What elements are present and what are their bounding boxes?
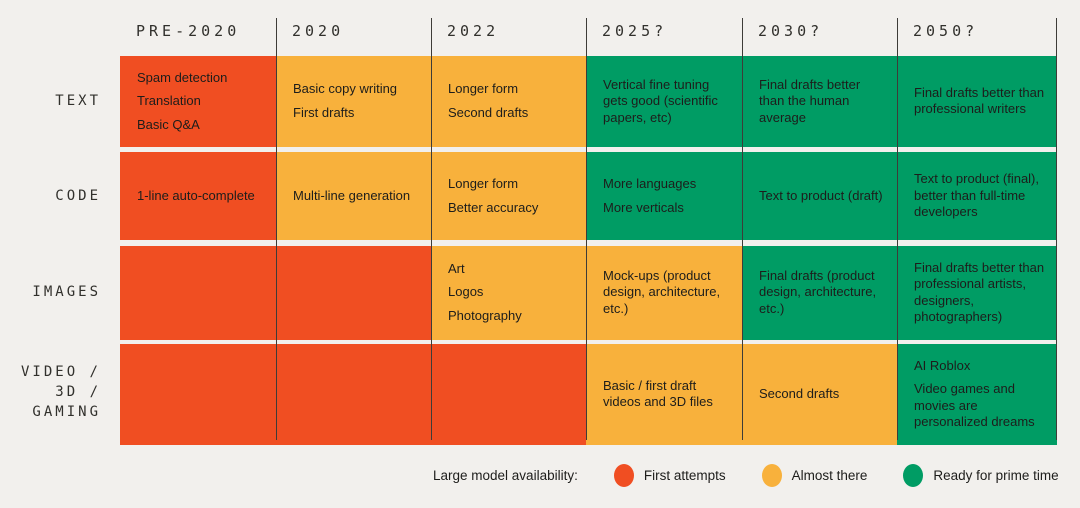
cell-text: More verticals (603, 199, 684, 215)
cell-row3-col5: Final drafts (product design, architectu… (742, 246, 897, 340)
cell-text: 1-line auto-complete (137, 187, 255, 203)
cell-row4-col5: Second drafts (742, 344, 897, 445)
cell-text: Basic copy writing (293, 81, 398, 97)
cell-text: Final drafts better than professional wr… (914, 84, 1045, 117)
cell-text: Vertical fine tuning gets good (scientif… (603, 76, 718, 125)
column-header-6: 2050? (913, 22, 979, 40)
cell-row4-col4: Basic / first draft videos and 3D files (586, 344, 742, 445)
cell-row2-col3: Longer form Better accuracy (431, 152, 586, 240)
cell-row2-col1: 1-line auto-complete (120, 152, 276, 240)
table-row-video-3d-gaming: Basic / first draft videos and 3D files S… (120, 344, 1057, 445)
cell-row1-col4: Vertical fine tuning gets good (scientif… (586, 56, 742, 147)
row-label-text: TEXT (55, 92, 101, 109)
column-header-4: 2025? (602, 22, 668, 40)
cell-row3-col6: Final drafts better than professional ar… (897, 246, 1057, 340)
column-divider-5 (897, 18, 898, 440)
cell-text: Text to product (final), better than ful… (914, 171, 1039, 220)
cell-text: Final drafts better than professional ar… (914, 259, 1045, 325)
cell-row4-col3 (431, 344, 586, 445)
legend-almost_there-dot-icon (761, 463, 782, 487)
cell-row2-col4: More languages More verticals (586, 152, 742, 240)
cell-row3-col1 (120, 246, 276, 340)
legend-entries: First attempts Almost there Ready for prim… (604, 463, 1059, 487)
cell-text: Spam detection (137, 69, 228, 85)
legend-label: Almost there (791, 467, 868, 483)
cell-text: Second drafts (448, 104, 529, 120)
cell-text: Multi-line generation (293, 187, 411, 203)
cell-text: Second drafts (759, 385, 840, 401)
column-divider-6 (1056, 18, 1057, 440)
legend-entry-almost_there: Almost there (761, 463, 868, 487)
legend-first_attempts-dot-icon (613, 463, 634, 487)
cell-text: Mock-ups (product design, architecture, … (603, 267, 721, 317)
cell-text: Photography (448, 308, 522, 324)
cell-text: Video games and movies are personalized … (914, 381, 1035, 430)
cell-row3-col2 (276, 246, 431, 340)
legend-entry-first_attempts: First attempts (613, 463, 726, 487)
table-row-images: Art Logos Photography Mock-ups (product des… (120, 246, 1057, 340)
cell-row1-col6: Final drafts better than professional wr… (897, 56, 1057, 147)
timeline-table: PRE-2020 2020 2022 2025? 2030? 2050? Spam det… (120, 18, 1057, 446)
column-divider-2 (431, 18, 432, 440)
cell-row4-col2 (276, 344, 431, 445)
cell-row4-col1 (120, 344, 276, 445)
cell-text: Art (448, 260, 465, 276)
column-divider-1 (276, 18, 277, 440)
cell-row1-col1: Spam detection Translation Basic Q&A (120, 56, 276, 147)
legend-label: Ready for prime time (933, 467, 1059, 483)
row-label-code: CODE (55, 187, 101, 204)
column-divider-4 (742, 18, 743, 440)
cell-text: Text to product (draft) (759, 187, 883, 203)
cell-row1-col3: Longer form Second drafts (431, 56, 586, 147)
cell-text: More languages (603, 175, 697, 191)
cell-row3-col3: Art Logos Photography (431, 246, 586, 340)
cell-text: Translation (137, 93, 201, 109)
column-header-5: 2030? (758, 22, 824, 40)
column-header-1: PRE-2020 (136, 22, 241, 40)
cell-row2-col2: Multi-line generation (276, 152, 431, 240)
legend-ready-dot-icon (903, 463, 924, 487)
cell-text: Logos (448, 284, 484, 300)
cell-row3-col4: Mock-ups (product design, architecture, … (586, 246, 742, 340)
row-label-video-3d-gaming: VIDEO /3D / GAMING (20, 363, 101, 421)
cell-text: AI Roblox (914, 357, 971, 373)
cell-text: Longer form (448, 81, 519, 97)
column-divider-3 (586, 18, 587, 440)
cell-row2-col6: Text to product (final), better than ful… (897, 152, 1057, 240)
cell-text: Final drafts better than the human avera… (759, 76, 861, 125)
row-label-images: IMAGES (32, 283, 101, 300)
table-body: Spam detection Translation Basic Q&A Basic … (120, 56, 1057, 445)
cell-row1-col5: Final drafts better than the human avera… (742, 56, 897, 147)
column-header-3: 2022 (447, 22, 500, 40)
cell-text: Basic / first draft videos and 3D files (603, 377, 713, 410)
legend-label: First attempts (643, 467, 726, 483)
cell-text: Longer form (448, 175, 519, 191)
column-header-2: 2020 (292, 22, 345, 40)
cell-text: Final drafts (product design, architectu… (759, 267, 877, 317)
cell-text: First drafts (293, 104, 355, 120)
legend: Large model availability: First attempts… (433, 462, 1059, 488)
legend-entry-ready: Ready for prime time (903, 463, 1059, 487)
column-headers: PRE-2020 2020 2022 2025? 2030? 2050? (120, 18, 1057, 56)
cell-row2-col5: Text to product (draft) (742, 152, 897, 240)
table-row-text: Spam detection Translation Basic Q&A Basic … (120, 56, 1057, 147)
cell-row4-col6: AI Roblox Video games and movies are pers… (897, 344, 1057, 445)
cell-text: Basic Q&A (137, 116, 200, 132)
cell-text: Better accuracy (448, 199, 539, 215)
legend-title: Large model availability: (433, 467, 578, 483)
table-row-code: 1-line auto-complete Multi-line generatio… (120, 152, 1057, 240)
cell-row1-col2: Basic copy writing First drafts (276, 56, 431, 147)
